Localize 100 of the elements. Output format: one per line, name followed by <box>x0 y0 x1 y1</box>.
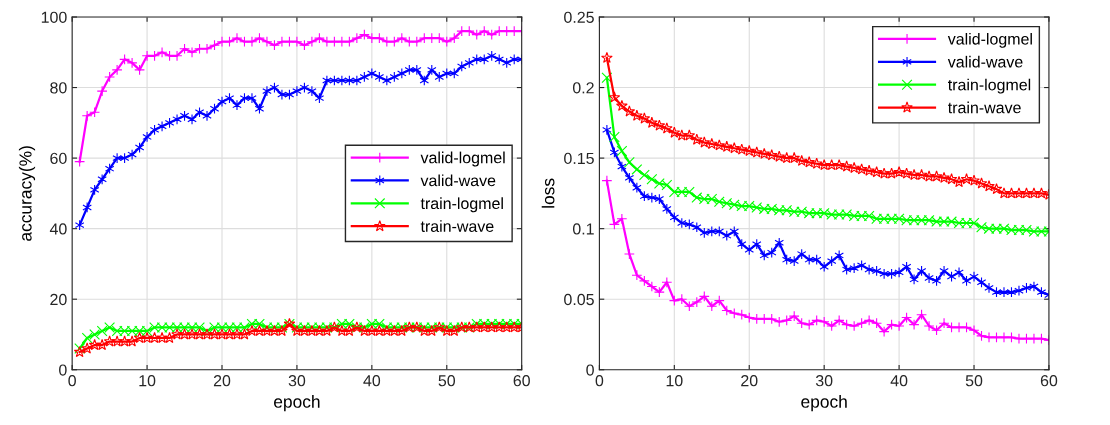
point <box>187 113 197 125</box>
x-tick-label: 50 <box>965 375 983 387</box>
point <box>923 320 935 332</box>
point <box>631 269 643 281</box>
point <box>142 131 152 143</box>
point <box>156 331 168 344</box>
point <box>104 163 115 175</box>
x-tick-label: 30 <box>288 375 306 387</box>
point <box>1020 187 1033 199</box>
point <box>1036 333 1047 345</box>
point <box>646 281 658 292</box>
point <box>194 106 205 118</box>
point <box>788 151 801 164</box>
point <box>1035 187 1048 199</box>
point <box>976 330 987 342</box>
point <box>307 85 317 97</box>
x-tick-label: 40 <box>363 375 381 387</box>
point <box>705 137 718 150</box>
point <box>1014 285 1024 297</box>
point <box>1021 333 1032 345</box>
point <box>848 320 860 332</box>
point <box>81 332 93 344</box>
point <box>126 57 138 69</box>
point <box>938 171 950 183</box>
point <box>960 173 973 185</box>
point <box>901 261 912 273</box>
point <box>314 92 325 104</box>
x-tick-label: 40 <box>890 375 908 387</box>
point <box>677 217 687 229</box>
point <box>743 144 756 157</box>
point <box>915 168 928 181</box>
point <box>668 295 680 307</box>
point <box>885 167 898 179</box>
point <box>171 328 183 340</box>
point <box>638 169 650 181</box>
point <box>900 167 913 179</box>
y-tick-label: 0 <box>59 364 67 376</box>
point <box>639 190 650 202</box>
point <box>668 126 681 138</box>
point <box>638 112 651 124</box>
point <box>976 276 987 288</box>
point <box>736 309 748 321</box>
point <box>954 266 964 278</box>
point <box>238 328 251 340</box>
point <box>149 124 160 136</box>
point <box>1028 333 1040 345</box>
point <box>908 168 920 181</box>
point <box>765 149 778 161</box>
point <box>684 219 695 230</box>
point <box>104 322 116 333</box>
point <box>758 147 771 159</box>
point <box>661 276 673 288</box>
x-tick-label: 20 <box>741 375 758 387</box>
y-tick-label: 0.05 <box>564 293 594 306</box>
point <box>623 105 636 117</box>
point <box>646 116 658 128</box>
point <box>886 268 897 280</box>
point <box>961 275 972 287</box>
point <box>946 322 957 333</box>
point <box>261 36 273 48</box>
point <box>938 317 950 329</box>
point <box>1013 333 1025 345</box>
point <box>931 275 942 287</box>
point <box>1029 281 1039 292</box>
point <box>246 324 258 336</box>
point <box>631 163 643 175</box>
y-tick-label: 0.2 <box>572 82 594 94</box>
y-tick-label: 40 <box>49 223 67 235</box>
point <box>683 129 696 141</box>
x-tick-label: 60 <box>513 375 530 387</box>
y-axis-title: accuracy(%) <box>18 146 36 241</box>
point <box>262 85 272 97</box>
point <box>751 238 762 250</box>
x-tick-label: 50 <box>438 375 456 387</box>
point <box>773 316 785 328</box>
point <box>601 72 613 84</box>
point <box>1005 187 1018 199</box>
point <box>818 316 830 328</box>
point <box>878 326 890 338</box>
point <box>216 328 228 340</box>
point <box>744 244 755 256</box>
point <box>403 36 415 48</box>
point <box>104 71 116 83</box>
point <box>608 91 621 103</box>
point <box>736 238 747 250</box>
legend-label: valid-wave <box>947 55 1023 68</box>
point <box>998 187 1010 199</box>
point <box>608 131 620 143</box>
point <box>336 36 348 48</box>
point <box>111 64 123 76</box>
point <box>366 324 378 336</box>
point <box>126 335 138 347</box>
point <box>96 338 108 351</box>
point <box>111 335 123 347</box>
point <box>88 338 101 351</box>
point <box>953 175 965 188</box>
point <box>96 85 108 97</box>
point <box>811 254 822 266</box>
x-tick-label: 30 <box>815 375 833 387</box>
x-tick-label: 10 <box>666 375 683 387</box>
